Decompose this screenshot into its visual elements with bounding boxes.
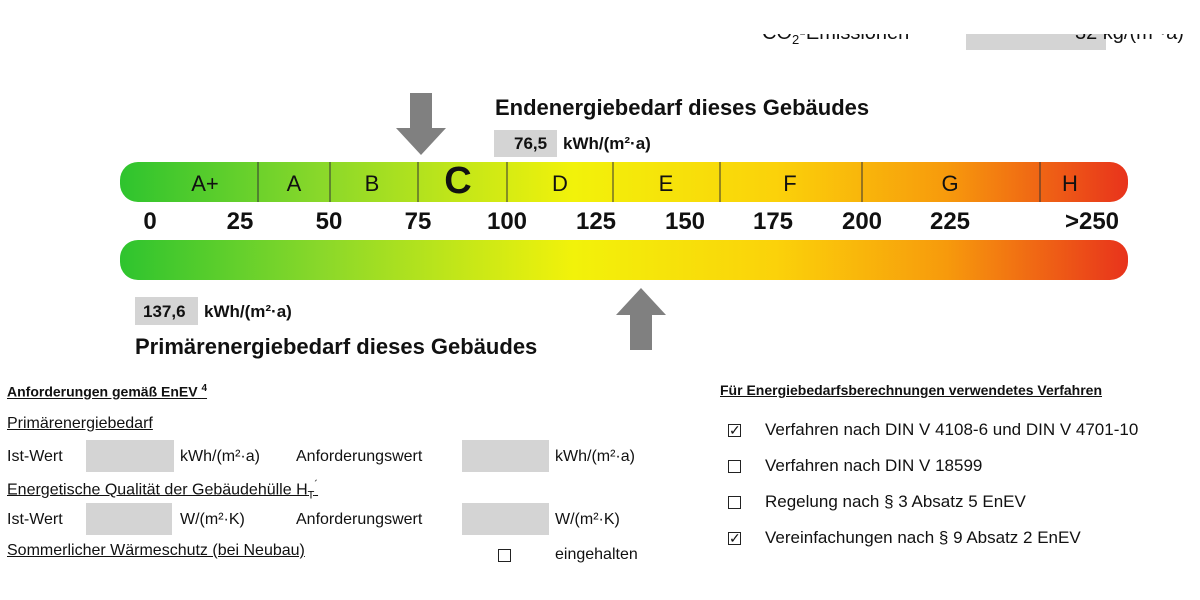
primary-energy-value: 137,6 [143, 302, 186, 321]
energy-class: A [286, 171, 302, 196]
end-energy-unit: kWh/(m²·a) [563, 134, 651, 153]
envelope-heading-text: Energetische Qualität der Gebäudehülle H [7, 481, 308, 499]
primary-energy-box [135, 297, 198, 325]
primary-heading: Primärenergiebedarf [7, 415, 153, 432]
checkbox[interactable]: ✓ [728, 422, 741, 438]
method-label: Vereinfachungen nach § 9 Absatz 2 EnEV [765, 528, 1081, 547]
primary-energy-arrow [616, 288, 666, 350]
checkbox[interactable] [728, 460, 741, 473]
energy-class: E [658, 171, 674, 196]
summer-heading: Sommerlicher Wärmeschutz (bei Neubau) [7, 542, 305, 559]
value-box [86, 440, 174, 472]
row-label: Ist-Wert [7, 448, 63, 465]
scale-bar [120, 240, 1128, 280]
value-box [462, 503, 549, 535]
checkbox-label: eingehalten [555, 546, 638, 563]
scale-tick-label: 75 [404, 208, 432, 235]
scale-tick-label: 100 [486, 208, 528, 235]
scale-tick-label: 0 [143, 208, 157, 235]
end-energy-arrow [396, 93, 446, 155]
class-bar [120, 162, 1128, 202]
checkbox[interactable]: ✓ [728, 530, 741, 546]
energy-class: C [444, 160, 472, 202]
method-label: Verfahren nach DIN V 4108-6 und DIN V 47… [765, 420, 1139, 439]
method-label: Verfahren nach DIN V 18599 [765, 456, 983, 475]
energy-class: G [941, 171, 959, 196]
requirements-title-text: Anforderungen gemäß EnEV [7, 383, 198, 400]
envelope-heading: Energetische Qualität der Gebäudehülle H… [7, 479, 318, 502]
checkbox[interactable] [498, 549, 511, 562]
methods-title: Für Energiebedarfsberechnungen verwendet… [720, 382, 1103, 398]
energy-class: H [1062, 171, 1078, 196]
requirement-label: Anforderungswert [296, 448, 423, 465]
unit: W/(m²·K) [180, 511, 245, 528]
energy-class: A+ [191, 171, 219, 196]
unit: kWh/(m²·a) [555, 448, 635, 465]
method-label: Regelung nach § 3 Absatz 5 EnEV [765, 492, 1026, 511]
value-box [86, 503, 172, 535]
value-box [462, 440, 549, 472]
crop-mask [0, 0, 1200, 34]
co2-sub: 2 [792, 32, 800, 47]
scale-tick-label: 225 [929, 208, 971, 235]
energy-class: B [364, 171, 380, 196]
end-energy-box [494, 130, 557, 157]
unit: W/(m²·K) [555, 511, 620, 528]
requirements-title: Anforderungen gemäß EnEV 4 [7, 383, 207, 400]
end-energy-title: Endenergiebedarf dieses Gebäudes [495, 95, 870, 120]
scale-tick-label: >250 [1064, 208, 1120, 235]
scale-tick-label: 50 [315, 208, 343, 235]
row-label: Ist-Wert [7, 511, 63, 528]
footnote-mark: 4 [201, 383, 208, 394]
end-energy-value: 76,5 [514, 134, 548, 153]
scale-tick-label: 125 [575, 208, 617, 235]
scale-tick-label: 175 [752, 208, 794, 235]
superscript: ´ [314, 479, 319, 491]
primary-energy-unit: kWh/(m²·a) [204, 302, 292, 321]
energy-class: F [783, 171, 797, 196]
scale-tick-label: 25 [226, 208, 254, 235]
energy-class: D [552, 171, 568, 196]
checkbox[interactable] [728, 496, 741, 509]
subscript: T [307, 489, 315, 502]
requirement-label: Anforderungswert [296, 511, 423, 528]
scale-tick-label: 150 [664, 208, 706, 235]
scale-tick-label: 200 [841, 208, 883, 235]
primary-energy-title: Primärenergiebedarf dieses Gebäudes [135, 334, 538, 359]
unit: kWh/(m²·a) [180, 448, 260, 465]
